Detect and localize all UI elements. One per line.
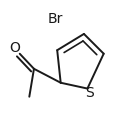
Text: S: S xyxy=(85,86,94,100)
Text: O: O xyxy=(9,41,20,55)
Text: Br: Br xyxy=(47,12,63,26)
